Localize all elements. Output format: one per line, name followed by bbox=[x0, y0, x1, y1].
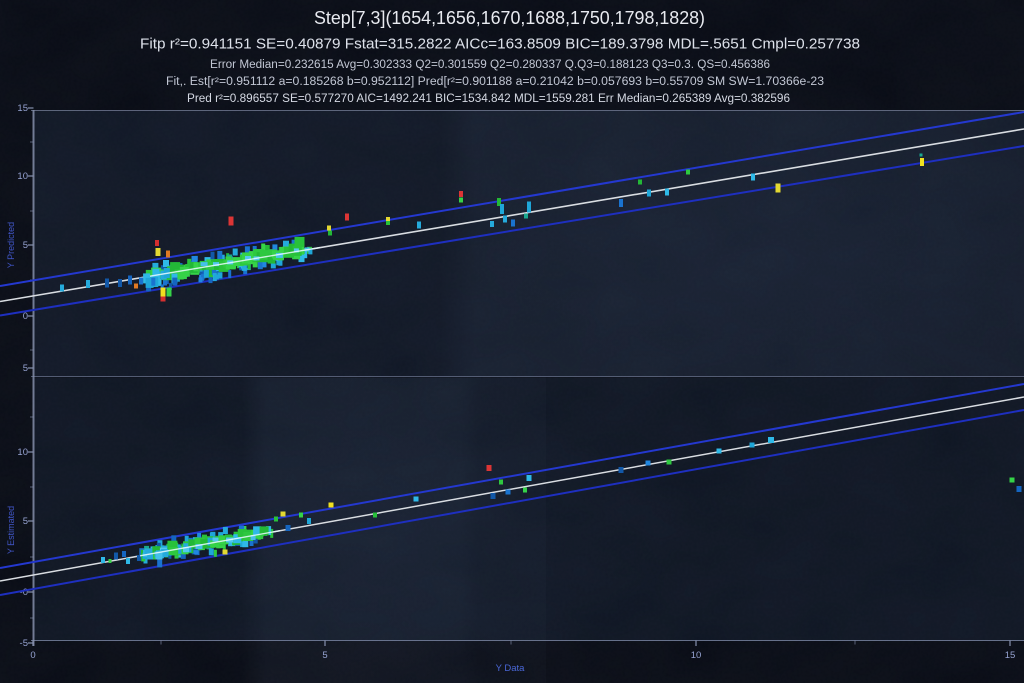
svg-text:-0: -0 bbox=[20, 587, 28, 598]
svg-text:0: 0 bbox=[23, 311, 28, 322]
svg-text:Fitp r²=0.941151 SE=0.40879 Fs: Fitp r²=0.941151 SE=0.40879 Fstat=315.28… bbox=[140, 37, 860, 53]
svg-text:10: 10 bbox=[691, 650, 702, 661]
svg-text:5: 5 bbox=[23, 240, 28, 251]
svg-text:10: 10 bbox=[17, 447, 28, 458]
svg-text:5: 5 bbox=[23, 516, 28, 527]
svg-text:Pred r²=0.896557 SE=0.577270 A: Pred r²=0.896557 SE=0.577270 AIC=1492.24… bbox=[187, 93, 790, 105]
svg-text:5: 5 bbox=[23, 363, 28, 374]
svg-text:Error Median=0.232615 Avg=0.30: Error Median=0.232615 Avg=0.302333 Q2=0.… bbox=[210, 59, 770, 71]
svg-text:Fit,. Est[r²=0.951112 a=0.1852: Fit,. Est[r²=0.951112 a=0.185268 b=0.952… bbox=[166, 76, 824, 88]
svg-text:Step[7,3](1654,1656,1670,1688,: Step[7,3](1654,1656,1670,1688,1750,1798,… bbox=[314, 7, 705, 28]
svg-text:0: 0 bbox=[30, 650, 35, 661]
svg-text:10: 10 bbox=[17, 171, 28, 182]
svg-text:Y Estimated: Y Estimated bbox=[6, 506, 16, 554]
svg-text:5: 5 bbox=[322, 650, 327, 661]
svg-text:Y Predicted: Y Predicted bbox=[6, 222, 16, 268]
svg-text:-5: -5 bbox=[20, 638, 28, 649]
svg-text:Y Data: Y Data bbox=[496, 663, 526, 674]
svg-text:15: 15 bbox=[17, 103, 28, 114]
svg-text:15: 15 bbox=[1005, 650, 1016, 661]
